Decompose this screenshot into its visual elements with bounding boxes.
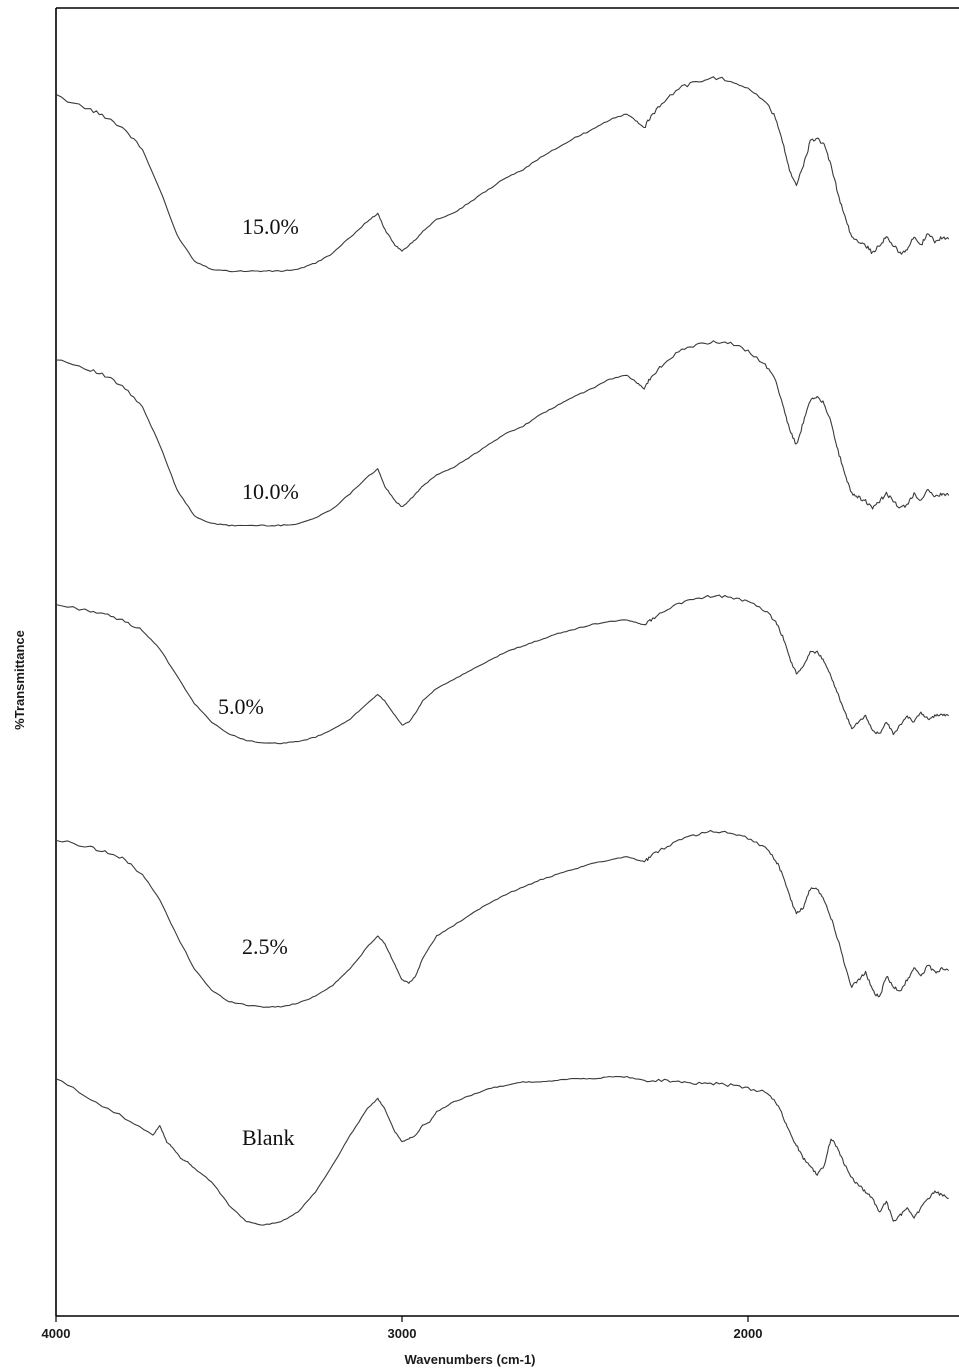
series-lines (55, 76, 950, 1226)
y-axis-title: %Transmittance (12, 630, 27, 730)
series-label-1: 10.0% (242, 479, 299, 504)
series-label-0: 15.0% (242, 214, 299, 239)
series-line-4 (55, 1075, 949, 1226)
x-tick-label: 3000 (388, 1326, 417, 1341)
x-tick-label: 2000 (734, 1326, 763, 1341)
series-line-2 (55, 594, 950, 745)
x-tick-label: 4000 (42, 1326, 71, 1341)
x-ticks: 4000 3000 2000 (42, 1316, 763, 1341)
x-axis-title: Wavenumbers (cm-1) (405, 1352, 536, 1367)
series-line-3 (55, 829, 950, 1008)
series-labels: 15.0% 10.0% 5.0% 2.5% Blank (218, 214, 299, 1150)
series-label-3: 2.5% (242, 934, 288, 959)
series-label-4: Blank (242, 1125, 295, 1150)
series-line-1 (55, 340, 950, 527)
series-line-0 (55, 76, 950, 273)
series-label-2: 5.0% (218, 694, 264, 719)
